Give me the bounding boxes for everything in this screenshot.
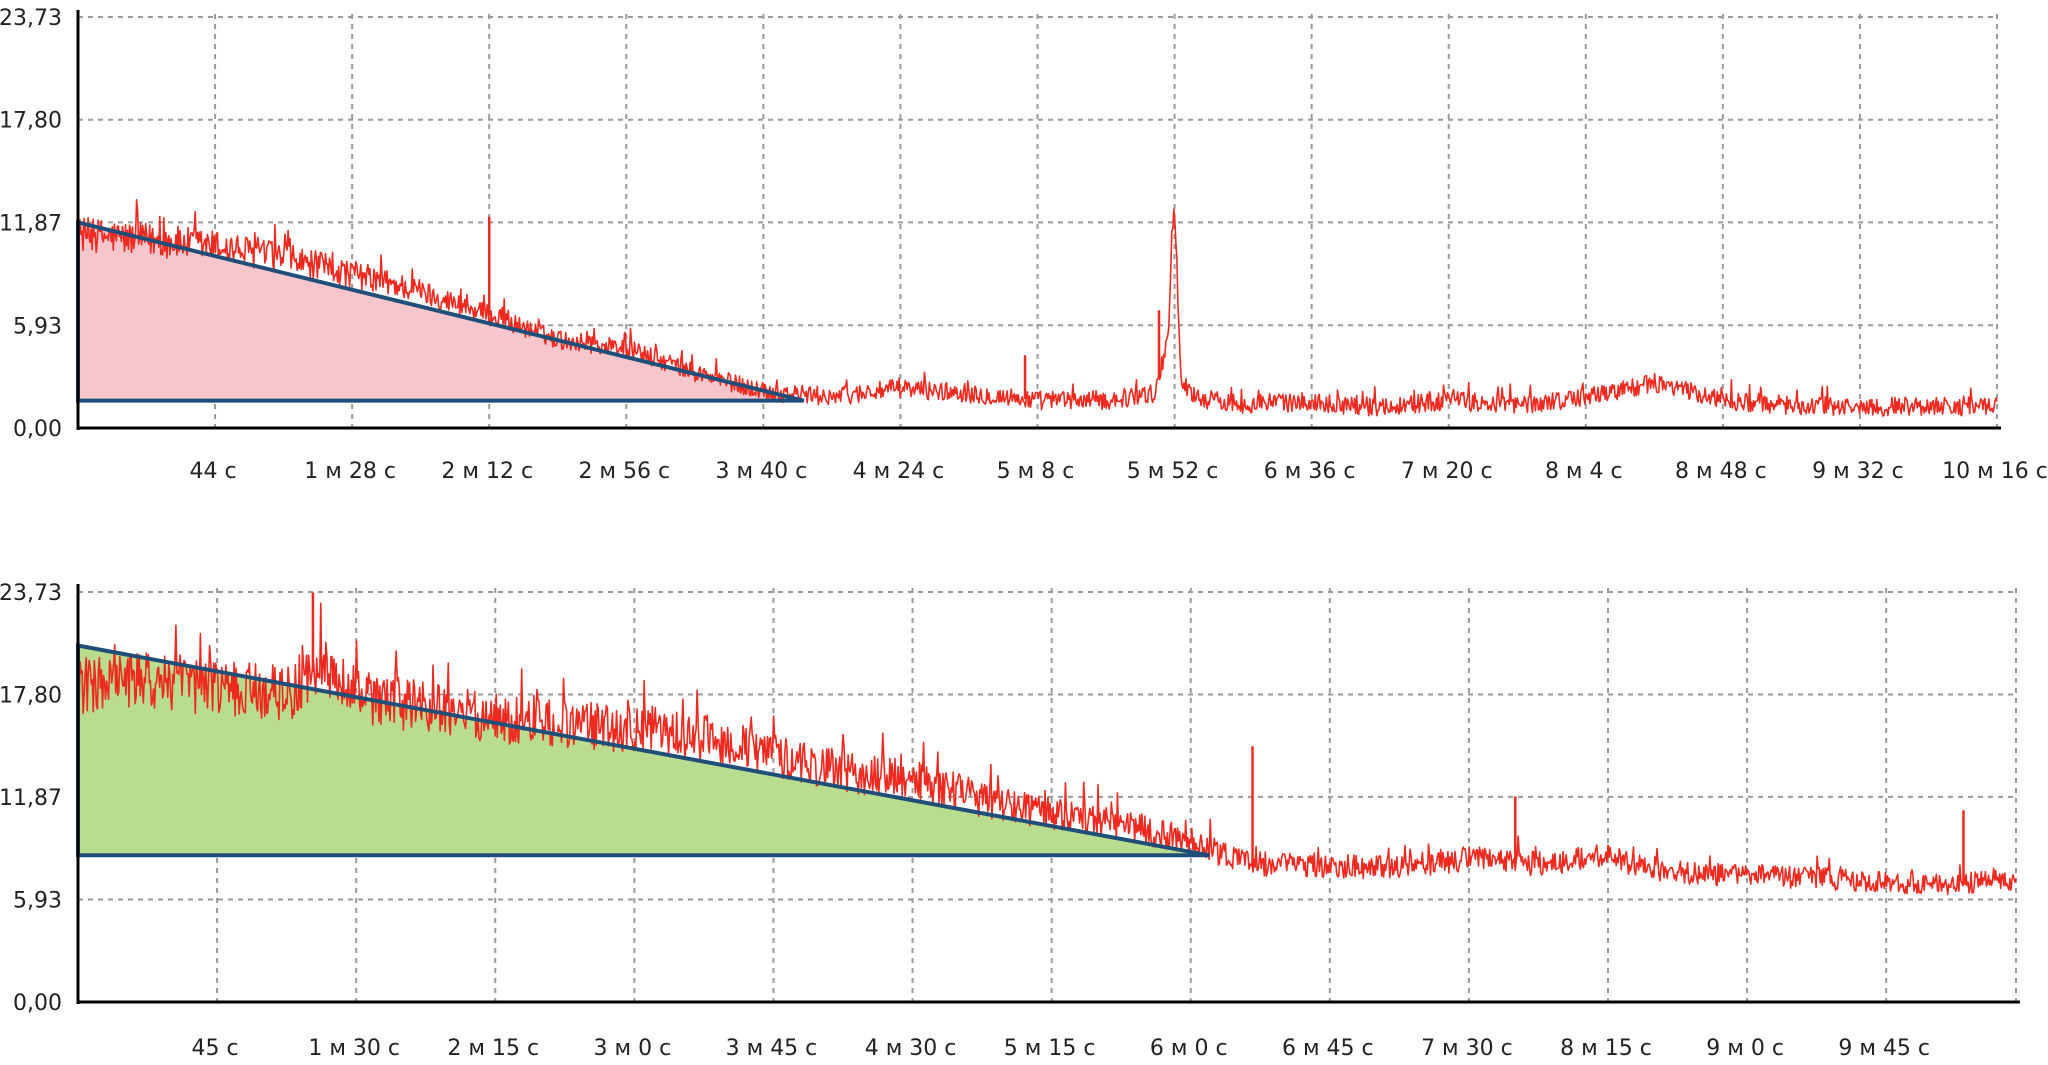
x-tick-label: 9 м 45 с — [1838, 1036, 1930, 1061]
y-tick-label: 5,93 — [13, 314, 62, 339]
x-tick-label: 5 м 52 с — [1127, 459, 1219, 484]
signal-line — [77, 199, 1998, 417]
x-tick-label: 1 м 30 с — [308, 1036, 400, 1061]
x-tick-label: 44 с — [190, 459, 237, 484]
x-tick-label: 7 м 20 с — [1401, 459, 1493, 484]
x-tick-label: 9 м 0 с — [1706, 1036, 1784, 1061]
x-tick-label: 45 с — [192, 1036, 239, 1061]
y-tick-label: 0,00 — [13, 991, 62, 1016]
x-tick-label: 2 м 12 с — [441, 459, 533, 484]
x-tick-label: 5 м 8 с — [997, 459, 1075, 484]
x-tick-label: 2 м 15 с — [447, 1036, 539, 1061]
x-tick-label: 10 м 16 с — [1942, 459, 2048, 484]
x-tick-label: 1 м 28 с — [304, 459, 396, 484]
signal-line — [77, 602, 2017, 896]
x-tick-label: 7 м 30 с — [1421, 1036, 1513, 1061]
y-tick-label: 23,73 — [0, 6, 62, 31]
y-tick-label: 11,87 — [0, 786, 62, 811]
x-tick-label: 4 м 30 с — [865, 1036, 957, 1061]
x-tick-label: 9 м 32 с — [1812, 459, 1904, 484]
x-tick-label: 3 м 0 с — [594, 1036, 672, 1061]
x-tick-label: 3 м 40 с — [716, 459, 808, 484]
x-tick-label: 6 м 45 с — [1282, 1036, 1374, 1061]
y-tick-label: 17,80 — [0, 683, 62, 708]
chart-bottom: 0,00 5,93 11,87 17,80 23,73 45 с 1 м 30 с 2 м 1… — [0, 581, 2020, 1061]
x-tick-label: 5 м 15 с — [1004, 1036, 1096, 1061]
x-tick-label: 8 м 48 с — [1675, 459, 1767, 484]
y-tick-label: 23,73 — [0, 581, 62, 606]
y-tick-label: 17,80 — [0, 109, 62, 134]
x-tick-label: 8 м 15 с — [1560, 1036, 1652, 1061]
y-tick-label: 0,00 — [13, 417, 62, 442]
x-tick-label: 6 м 0 с — [1150, 1036, 1228, 1061]
x-tick-label: 4 м 24 с — [853, 459, 945, 484]
x-tick-label: 3 м 45 с — [726, 1036, 818, 1061]
x-tick-label: 6 м 36 с — [1264, 459, 1356, 484]
y-tick-label: 5,93 — [13, 889, 62, 914]
x-tick-label: 8 м 4 с — [1545, 459, 1623, 484]
chart-top: 0,00 5,93 11,87 17,80 23,73 44 с 1 м 28 с 2 м 1… — [0, 6, 2048, 484]
y-tick-label: 11,87 — [0, 211, 62, 236]
x-tick-label: 2 м 56 с — [578, 459, 670, 484]
